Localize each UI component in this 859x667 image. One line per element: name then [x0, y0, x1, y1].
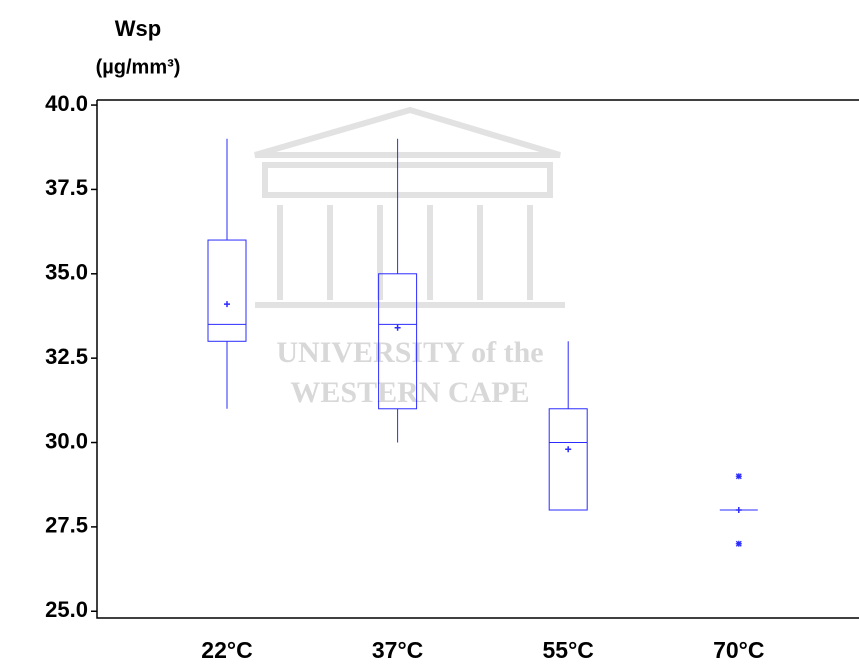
- outlier: [735, 540, 742, 547]
- y-tick-label: 40.0: [45, 91, 88, 116]
- box-group: [207, 138, 247, 409]
- y-axis-title: (µg/mm³): [96, 56, 181, 78]
- x-tick-label: 22°C: [201, 637, 252, 663]
- watermark-text: UNIVERSITY of the: [276, 336, 543, 369]
- axis-frame: [96, 99, 859, 619]
- y-axis-title: Wsp: [115, 16, 161, 41]
- y-tick-label: 27.5: [45, 513, 88, 538]
- mean-marker: [735, 507, 742, 514]
- watermark-logo: [254, 106, 565, 308]
- y-tick-label: 35.0: [45, 260, 88, 285]
- box-group: [719, 473, 758, 547]
- box: [207, 239, 247, 342]
- mean-marker: [565, 446, 572, 453]
- x-tick-label: 70°C: [713, 637, 764, 663]
- y-tick-label: 37.5: [45, 175, 88, 200]
- box: [548, 408, 588, 511]
- y-tick-label: 32.5: [45, 344, 88, 369]
- box-group: [548, 341, 588, 511]
- x-tick-label: 55°C: [543, 637, 594, 663]
- box-group: [378, 138, 418, 443]
- y-tick-label: 30.0: [45, 428, 88, 453]
- x-tick-label: 37°C: [372, 637, 423, 663]
- box: [378, 273, 418, 410]
- mean-marker: [394, 324, 401, 331]
- mean-marker: [224, 301, 230, 308]
- watermark-text: WESTERN CAPE: [290, 376, 529, 409]
- y-tick-label: 25.0: [45, 597, 88, 622]
- outlier: [735, 473, 742, 480]
